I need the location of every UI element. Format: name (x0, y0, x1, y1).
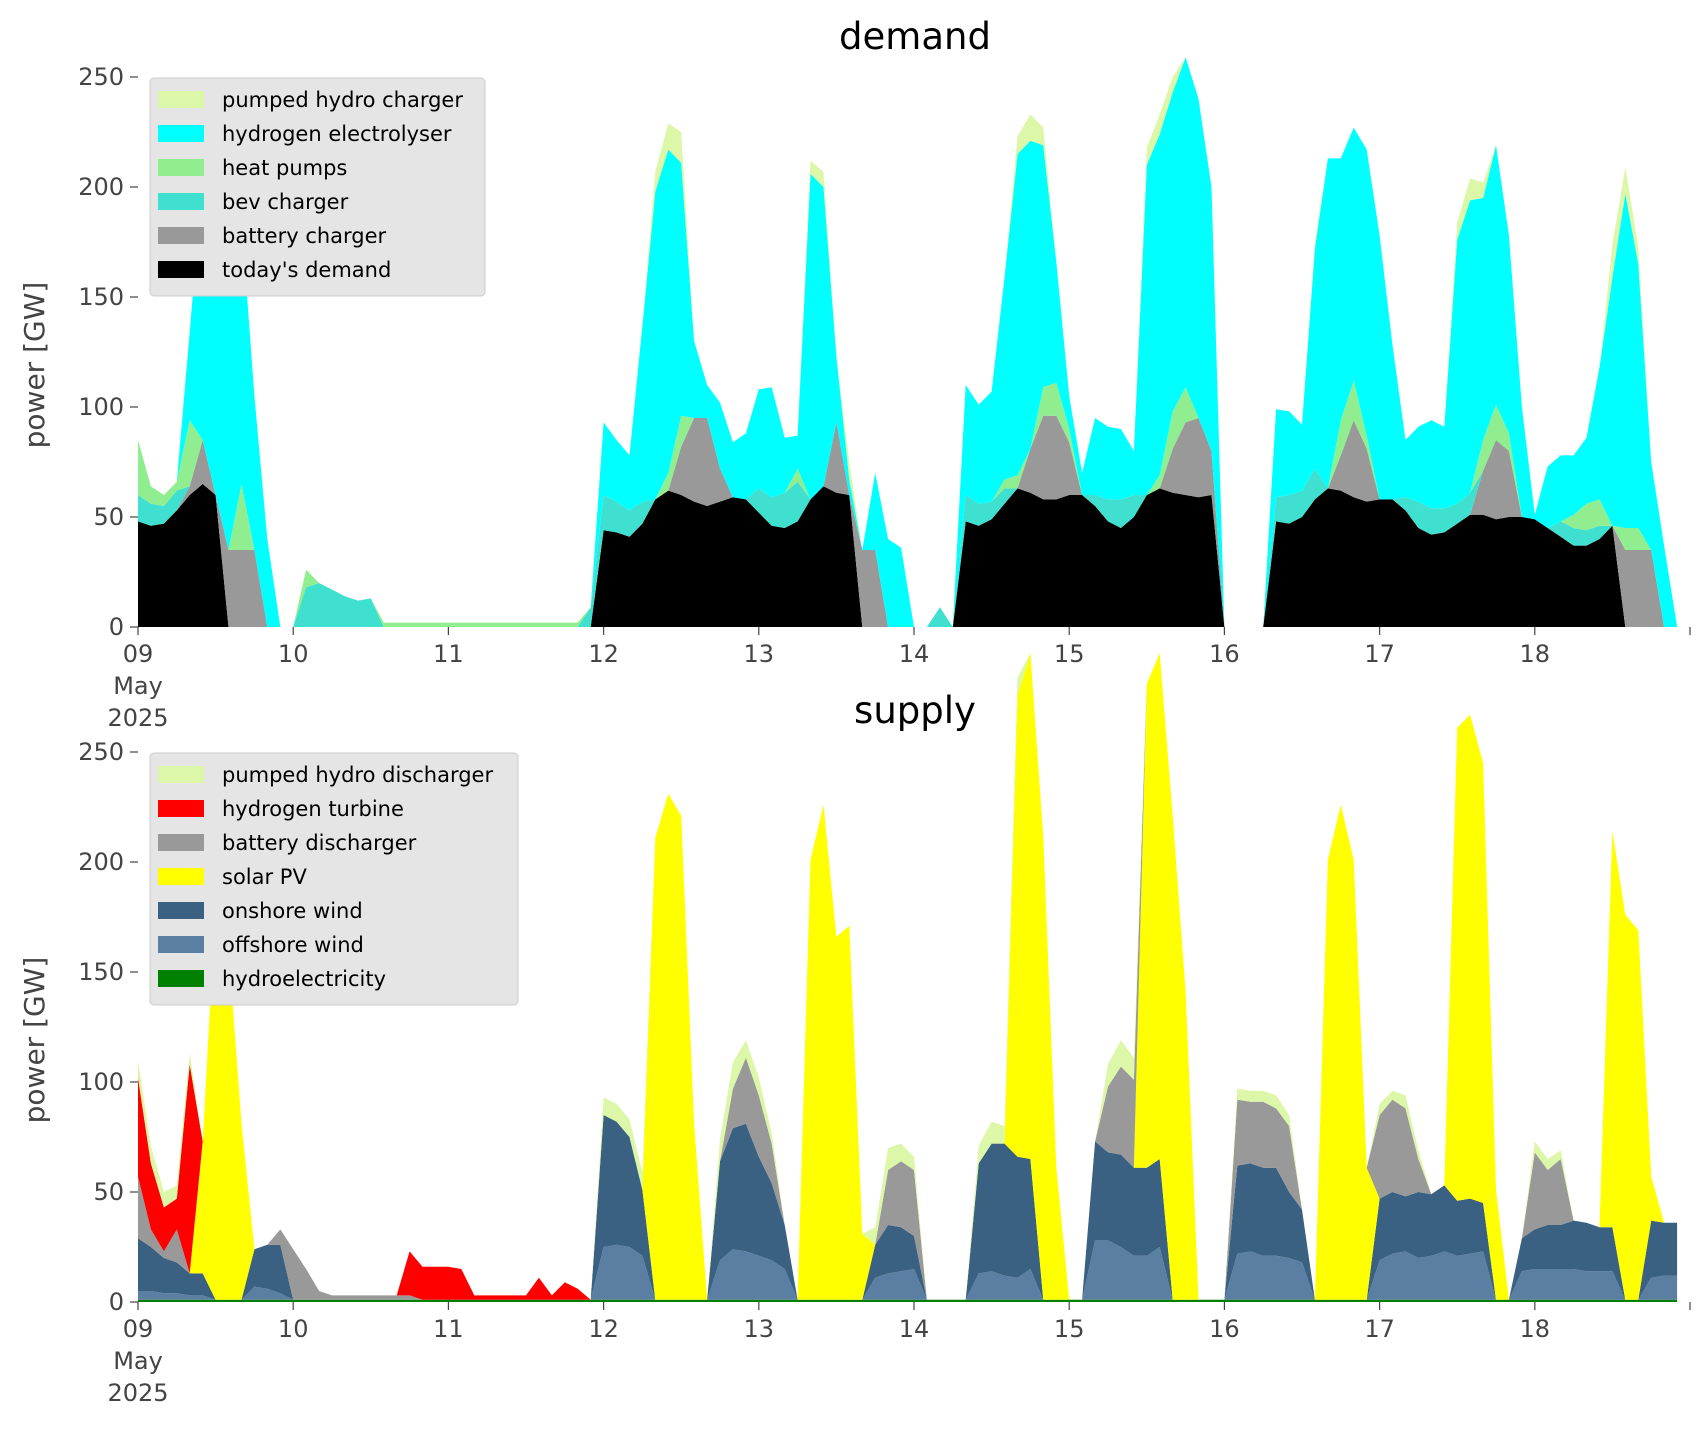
supply-ytick-label: 100 (78, 1068, 124, 1096)
supply-legend-label-hydrogen-turbine: hydrogen turbine (222, 797, 404, 821)
supply-title: supply (854, 689, 976, 732)
demand-xtick-sublabel: May (113, 672, 163, 700)
demand-legend-swatch-battery-charger (158, 227, 204, 244)
supply-series-offshore-wind (138, 1240, 1678, 1300)
supply-series-onshore-wind (138, 1115, 1678, 1300)
supply-xtick-sublabel: May (113, 1347, 163, 1375)
demand-legend-label-pumped-hydro-charger: pumped hydro charger (222, 88, 463, 112)
demand-ytick-label: 0 (109, 613, 124, 641)
supply-legend: pumped hydro discharger hydrogen turbine b… (149, 752, 519, 1006)
demand-xtick-label: 09 (123, 640, 154, 668)
supply-ytick-label: 200 (78, 848, 124, 876)
demand-legend-label-heat-pumps: heat pumps (222, 156, 347, 180)
supply-xtick-label: 10 (278, 1315, 309, 1343)
demand-xtick-label: 11 (433, 640, 464, 668)
supply-panel: supply power [GW] 0 50 100 150 200 250 09 May 20… (18, 653, 1691, 1407)
supply-xtick-label: 09 (123, 1315, 154, 1343)
demand-legend-swatch-bev-charger (158, 193, 204, 210)
demand-legend: pumped hydro charger hydrogen electrolyse… (149, 77, 486, 297)
supply-series-hydroelectricity (138, 1299, 1678, 1302)
supply-legend-swatch-onshore-wind (158, 902, 204, 919)
demand-xtick-label: 10 (278, 640, 309, 668)
supply-legend-label-battery-discharger: battery discharger (222, 831, 417, 855)
supply-axes: 0 50 100 150 200 250 09 May 2025 10 11 12 13 14 15 16 17… (78, 738, 1691, 1407)
demand-legend-swatch-hydrogen-electrolyser (158, 125, 204, 142)
supply-xtick-label: 13 (744, 1315, 775, 1343)
demand-ytick-label: 100 (78, 393, 124, 421)
demand-legend-swatch-heat-pumps (158, 159, 204, 176)
demand-xtick-label: 15 (1054, 640, 1085, 668)
demand-legend-label-today-s-demand: today's demand (222, 258, 391, 282)
supply-ytick-label: 250 (78, 738, 124, 766)
supply-y-axis-label: power [GW] (18, 957, 51, 1124)
demand-legend-label-bev-charger: bev charger (222, 190, 349, 214)
demand-legend-label-battery-charger: battery charger (222, 224, 387, 248)
supply-legend-swatch-solar-pv (158, 868, 204, 885)
supply-ytick-label: 50 (93, 1178, 124, 1206)
supply-legend-label-pumped-hydro-discharger: pumped hydro discharger (222, 763, 493, 787)
supply-ytick-label: 150 (78, 958, 124, 986)
demand-legend-swatch-pumped-hydro-charger (158, 91, 204, 108)
supply-legend-label-hydroelectricity: hydroelectricity (222, 967, 386, 991)
supply-legend-box (149, 752, 519, 1006)
supply-area-layer (138, 653, 1678, 1302)
demand-series-hydrogen-electrolyser (138, 57, 1678, 627)
supply-legend-swatch-battery-discharger (158, 834, 204, 851)
demand-xtick-label: 16 (1209, 640, 1240, 668)
demand-legend-box (149, 77, 486, 297)
demand-xtick-label: 14 (899, 640, 930, 668)
demand-ytick-label: 150 (78, 283, 124, 311)
supply-legend-label-solar-pv: solar PV (222, 865, 307, 889)
supply-legend-label-onshore-wind: onshore wind (222, 899, 363, 923)
supply-legend-swatch-offshore-wind (158, 936, 204, 953)
supply-legend-label-offshore-wind: offshore wind (222, 933, 364, 957)
demand-xtick-label: 18 (1520, 640, 1551, 668)
supply-xtick-label: 11 (433, 1315, 464, 1343)
demand-legend-swatch-today-s-demand (158, 261, 204, 278)
demand-xtick-label: 17 (1364, 640, 1395, 668)
supply-legend-swatch-hydroelectricity (158, 970, 204, 987)
demand-xtick-sublabel: 2025 (107, 704, 168, 732)
demand-ytick-label: 50 (93, 503, 124, 531)
supply-xtick-label: 16 (1209, 1315, 1240, 1343)
supply-legend-swatch-pumped-hydro-discharger (158, 766, 204, 783)
demand-xtick-label: 12 (588, 640, 619, 668)
supply-xtick-label: 12 (588, 1315, 619, 1343)
demand-y-axis-label: power [GW] (18, 282, 51, 449)
supply-xtick-label: 17 (1364, 1315, 1395, 1343)
demand-axes: 0 50 100 150 200 250 09 May 2025 10 11 12 13 14 15 16 17… (78, 63, 1691, 732)
supply-xtick-sublabel: 2025 (107, 1379, 168, 1407)
demand-ytick-label: 200 (78, 173, 124, 201)
demand-ytick-label: 250 (78, 63, 124, 91)
demand-legend-label-hydrogen-electrolyser: hydrogen electrolyser (222, 122, 452, 146)
demand-series-today-s-demand (138, 484, 1678, 627)
demand-area-layer (138, 57, 1678, 627)
supply-xtick-label: 15 (1054, 1315, 1085, 1343)
supply-xtick-label: 14 (899, 1315, 930, 1343)
supply-ytick-label: 0 (109, 1288, 124, 1316)
demand-xtick-label: 13 (744, 640, 775, 668)
supply-xtick-label: 18 (1520, 1315, 1551, 1343)
demand-panel: demand power [GW] 0 50 100 150 200 250 09 May 20… (18, 15, 1691, 732)
supply-legend-swatch-hydrogen-turbine (158, 800, 204, 817)
demand-title: demand (839, 15, 991, 58)
supply-series-battery-discharger (138, 653, 1678, 1300)
